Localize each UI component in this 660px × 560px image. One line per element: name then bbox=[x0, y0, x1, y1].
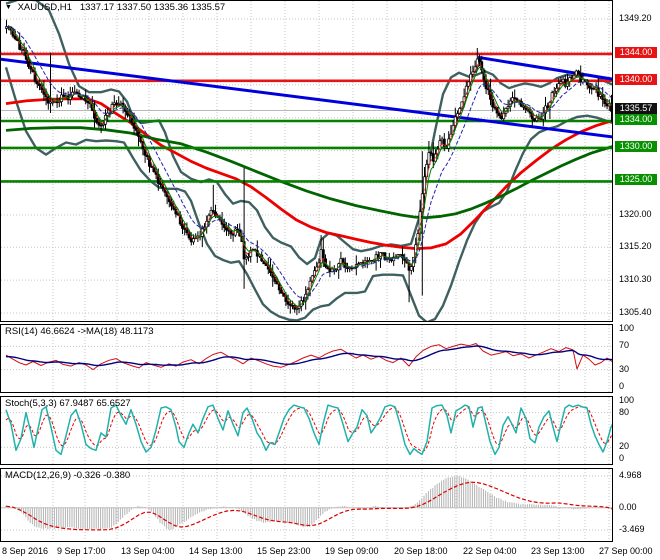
macd-indicator-pane[interactable]: MACD(12,26,9) -0.326 -0.380 bbox=[0, 468, 613, 542]
price-level-badge: 1330.00 bbox=[615, 141, 657, 152]
indicator-axis-label: 30 bbox=[619, 364, 630, 374]
rsi-indicator-pane[interactable]: RSI(14) 46.6624 ->MA(18) 48.1173 bbox=[0, 324, 613, 393]
time-axis-label: 23 Sep 13:00 bbox=[531, 546, 585, 556]
main-chart-pane[interactable]: ▼ XAUUSD,H1 1337.17 1337.50 1335.36 1335… bbox=[0, 0, 613, 322]
time-axis-label: 20 Sep 18:00 bbox=[394, 546, 448, 556]
rsi-pane-label: RSI(14) 46.6624 ->MA(18) 48.1173 bbox=[5, 326, 154, 337]
indicator-axis-label: 0 bbox=[619, 453, 625, 463]
macd-axis: 4.968 0.00 -3.469 bbox=[613, 468, 660, 542]
stoch-pane-label: Stoch(5,3,3) 67.9487 65.6527 bbox=[5, 398, 131, 409]
chart-symbol-period: XAUUSD,H1 bbox=[17, 2, 72, 13]
indicator-axis-label: 20 bbox=[619, 441, 630, 451]
time-axis-label: 14 Sep 13:00 bbox=[189, 546, 243, 556]
rsi-axis: 100 70 30 0 bbox=[613, 323, 660, 393]
indicator-axis-label: 0 bbox=[619, 381, 625, 391]
macd-pane-label: MACD(12,26,9) -0.326 -0.380 bbox=[5, 470, 131, 481]
time-axis-label: 15 Sep 23:00 bbox=[257, 546, 311, 556]
indicator-axis-label: -3.469 bbox=[619, 524, 645, 534]
price-level-badge: 1325.00 bbox=[615, 174, 657, 185]
indicator-axis-label: 80 bbox=[619, 407, 630, 417]
price-level-badge: 1334.00 bbox=[615, 114, 657, 125]
time-axis-label: 13 Sep 04:00 bbox=[121, 546, 175, 556]
price-axis-label: 1349.20 bbox=[619, 13, 652, 23]
time-axis-label: 22 Sep 04:00 bbox=[463, 546, 517, 556]
stochastic-indicator-pane[interactable]: Stoch(5,3,3) 67.9487 65.6527 bbox=[0, 396, 613, 465]
macd-histogram bbox=[5, 475, 612, 530]
price-axis-label: 1320.00 bbox=[619, 209, 652, 219]
price-axis-label: 1315.20 bbox=[619, 241, 652, 251]
indicator-axis-label: 100 bbox=[619, 323, 635, 333]
stoch-axis: 100 80 20 0 bbox=[613, 395, 660, 465]
price-axis-label: 1305.40 bbox=[619, 307, 652, 317]
symbol-dropdown-icon[interactable]: ▼ bbox=[5, 4, 12, 11]
price-level-badge: 1344.00 bbox=[615, 47, 657, 58]
indicator-axis-label: 4.968 bbox=[619, 470, 642, 480]
price-level-badge: 1340.00 bbox=[615, 74, 657, 85]
indicator-axis-label: 100 bbox=[619, 395, 635, 405]
price-axis-label: 1310.30 bbox=[619, 274, 652, 284]
time-axis-label: 8 Sep 2016 bbox=[2, 546, 49, 556]
indicator-axis-label: 70 bbox=[619, 340, 630, 350]
time-axis-label: 19 Sep 09:00 bbox=[325, 546, 379, 556]
indicator-axis-label: 0.00 bbox=[619, 502, 637, 512]
time-axis-label: 27 Sep 00:00 bbox=[599, 546, 653, 556]
price-level-badge: 1335.57 bbox=[615, 103, 657, 114]
time-axis-label: 9 Sep 17:00 bbox=[57, 546, 106, 556]
chart-ohlc-values: 1337.17 1337.50 1335.36 1335.57 bbox=[79, 2, 226, 13]
price-axis[interactable]: 1349.20 1320.00 1315.20 1310.30 1305.40 1344.… bbox=[613, 0, 660, 322]
time-axis[interactable]: 8 Sep 2016 9 Sep 17:00 13 Sep 04:00 14 Sep … bbox=[0, 543, 660, 560]
chart-title: ▼ XAUUSD,H1 1337.17 1337.50 1335.36 1335… bbox=[5, 2, 225, 13]
